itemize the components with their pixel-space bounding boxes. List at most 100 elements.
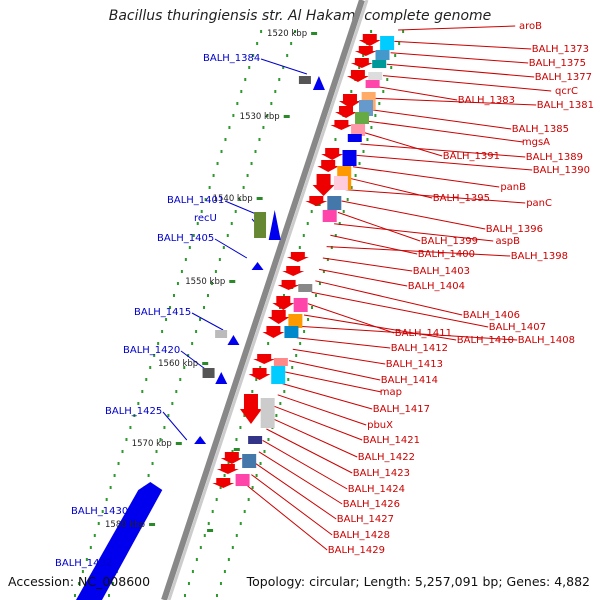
track-dot bbox=[129, 426, 132, 429]
track-dot bbox=[215, 594, 218, 597]
gene-arrow-right bbox=[317, 160, 340, 172]
leader-line-right bbox=[326, 246, 511, 257]
track-dot bbox=[145, 378, 148, 381]
track-dot bbox=[231, 546, 234, 549]
scale-tick bbox=[202, 362, 209, 365]
track-dot bbox=[183, 594, 186, 597]
track-dot bbox=[242, 186, 245, 189]
genome-summary: Topology: circular; Length: 5,257,091 bp… bbox=[246, 574, 590, 589]
track-dot bbox=[282, 294, 285, 297]
gene-label-right: panB bbox=[500, 182, 526, 193]
track-dot bbox=[306, 222, 309, 225]
track-dot bbox=[109, 486, 112, 489]
leader-line-right bbox=[341, 200, 486, 230]
track-dot bbox=[153, 354, 156, 357]
track-dot bbox=[256, 42, 259, 45]
track-dot bbox=[267, 438, 270, 441]
track-dot bbox=[394, 54, 397, 57]
track-dot bbox=[274, 90, 277, 93]
gene-arrow-right bbox=[220, 452, 243, 464]
gene-block-left bbox=[254, 212, 267, 238]
leader-line-right bbox=[371, 109, 512, 130]
track-dot bbox=[382, 90, 385, 93]
gene-label-right: aspB bbox=[495, 236, 520, 247]
track-dot bbox=[163, 426, 166, 429]
track-dot bbox=[239, 426, 242, 429]
scale-label: 1560 kbp bbox=[158, 359, 198, 369]
leader-line-left bbox=[260, 58, 308, 75]
gene-arrow-right bbox=[338, 94, 361, 108]
leader-line-right bbox=[334, 223, 494, 242]
gene-block bbox=[351, 124, 366, 136]
gene-label-right: BALH_1404 bbox=[408, 281, 465, 292]
track-dot bbox=[267, 342, 270, 345]
track-dot bbox=[165, 318, 168, 321]
leader-line-right bbox=[383, 75, 552, 92]
track-dot bbox=[196, 222, 199, 225]
leader-line-right bbox=[311, 291, 489, 328]
gene-label-left: recU bbox=[194, 213, 217, 224]
leader-line-right bbox=[375, 97, 537, 106]
gene-label-right: BALH_1395 bbox=[433, 193, 490, 204]
gene-label-right: BALH_1413 bbox=[386, 359, 443, 370]
track-dot bbox=[215, 498, 218, 501]
leader-line-right bbox=[390, 52, 529, 64]
gene-label-left: BALH_1420 bbox=[123, 345, 180, 356]
track-dot bbox=[176, 282, 179, 285]
track-dot bbox=[203, 534, 206, 537]
gene-label-right: BALH_1403 bbox=[413, 266, 470, 277]
gene-label-left: BALH_1405 bbox=[157, 233, 214, 244]
gene-block-left bbox=[215, 330, 228, 338]
gene-block-left bbox=[202, 368, 215, 378]
leader-line-right bbox=[394, 40, 532, 50]
gene-block bbox=[333, 176, 348, 190]
track-dot bbox=[350, 186, 353, 189]
track-dot bbox=[179, 378, 182, 381]
gene-label-right: BALH_1398 bbox=[511, 251, 568, 262]
track-dot bbox=[121, 450, 124, 453]
track-dot bbox=[133, 414, 136, 417]
gene-arrow-right bbox=[216, 464, 239, 474]
track-dot bbox=[161, 330, 164, 333]
track-dot bbox=[210, 282, 213, 285]
track-dot bbox=[187, 582, 190, 585]
track-dot bbox=[223, 570, 226, 573]
track-dot bbox=[266, 114, 269, 117]
gene-label-right: BALH_1381 bbox=[537, 100, 594, 111]
leader-line-right bbox=[367, 120, 524, 143]
gene-label-right: BALH_1400 bbox=[418, 249, 475, 260]
track-dot bbox=[240, 90, 243, 93]
leader-line-right bbox=[251, 474, 333, 536]
track-dot bbox=[252, 54, 255, 57]
track-dot bbox=[283, 390, 286, 393]
scale-tick-inner bbox=[207, 529, 214, 532]
gene-block bbox=[380, 36, 395, 50]
track-dot bbox=[234, 210, 237, 213]
leader-line-right bbox=[254, 462, 337, 520]
track-dot bbox=[290, 42, 293, 45]
leader-line-right bbox=[398, 25, 516, 31]
track-dot bbox=[183, 366, 186, 369]
gene-arrow-left bbox=[215, 372, 228, 384]
gene-block bbox=[368, 72, 383, 80]
gene-arrow-left bbox=[194, 436, 207, 444]
gene-label-right: BALH_1396 bbox=[486, 224, 543, 235]
leader-line-left bbox=[214, 238, 248, 259]
gene-arrow-right bbox=[248, 368, 271, 380]
leader-line-right bbox=[296, 337, 391, 349]
scale-tick bbox=[283, 115, 290, 118]
leader-line-right bbox=[364, 132, 443, 157]
track-dot bbox=[334, 234, 337, 237]
leader-line-left bbox=[162, 411, 188, 441]
track-dot bbox=[366, 138, 369, 141]
track-dot bbox=[270, 102, 273, 105]
scale-tick bbox=[229, 280, 236, 283]
leader-line-right bbox=[285, 371, 382, 393]
track-dot bbox=[239, 522, 242, 525]
gene-block bbox=[298, 284, 313, 292]
track-dot bbox=[137, 402, 140, 405]
track-dot bbox=[259, 462, 262, 465]
gene-block-left bbox=[298, 76, 311, 84]
leader-line-right bbox=[322, 257, 413, 272]
gene-label-left: BALH_1401 bbox=[167, 195, 224, 206]
